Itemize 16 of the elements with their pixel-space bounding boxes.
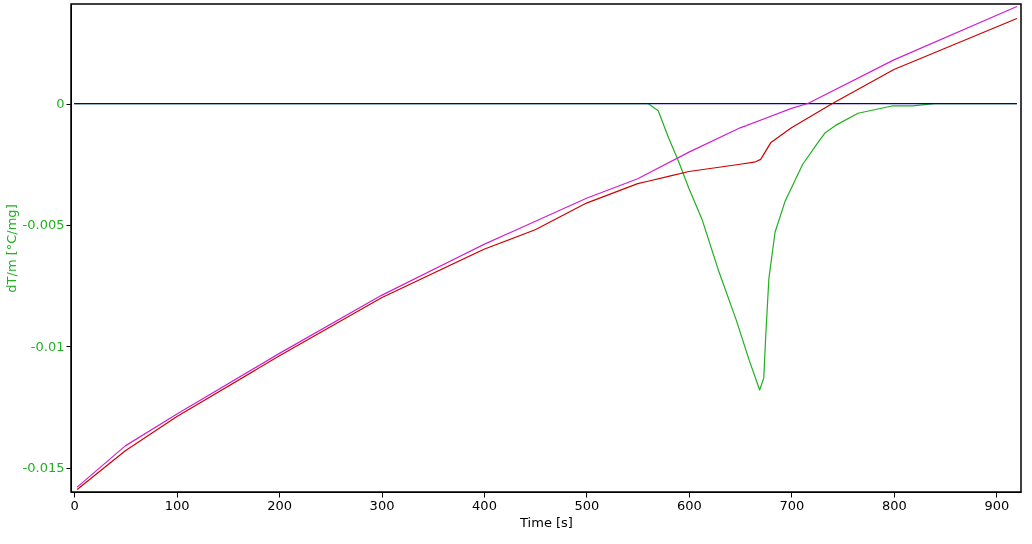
x-tick-label: 800	[882, 497, 907, 513]
y-tick-label: -0.01	[30, 338, 65, 354]
x-tick-label: 0	[70, 497, 79, 513]
x-tick-label: 700	[779, 497, 805, 513]
x-tick-label: 400	[472, 497, 497, 513]
x-tick-label: 600	[677, 497, 702, 513]
y-tick-label: -0.015	[22, 460, 65, 476]
y-tick-label: -0.005	[22, 217, 65, 233]
x-tick-label: 300	[369, 497, 395, 513]
x-axis-title: Time [s]	[519, 514, 573, 530]
x-tick-label: 500	[574, 497, 600, 513]
x-tick-label: 900	[984, 497, 1010, 513]
y-tick-label: 0	[56, 96, 65, 112]
y-axis-title: dT/m [°C/mg]	[3, 204, 19, 293]
x-tick-label: 200	[267, 497, 292, 513]
x-tick-label: 100	[164, 497, 190, 513]
